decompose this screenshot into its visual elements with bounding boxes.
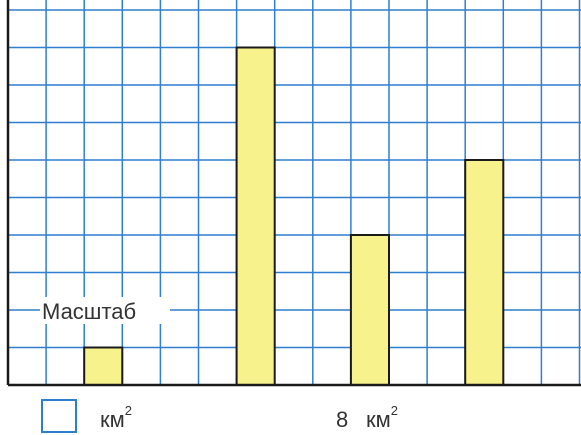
bar-1 (83, 346, 124, 386)
blank-scale-box[interactable] (41, 399, 77, 433)
bar-2 (235, 46, 276, 386)
bars (83, 46, 505, 386)
scale-value: 8 (336, 407, 348, 432)
scale-label-background (40, 297, 170, 324)
scale-label: Масштаб (42, 299, 136, 324)
blank-unit: км2 (100, 403, 132, 432)
scale-unit: км2 (366, 403, 398, 432)
bar-3 (349, 234, 390, 386)
bar-4 (464, 159, 505, 386)
